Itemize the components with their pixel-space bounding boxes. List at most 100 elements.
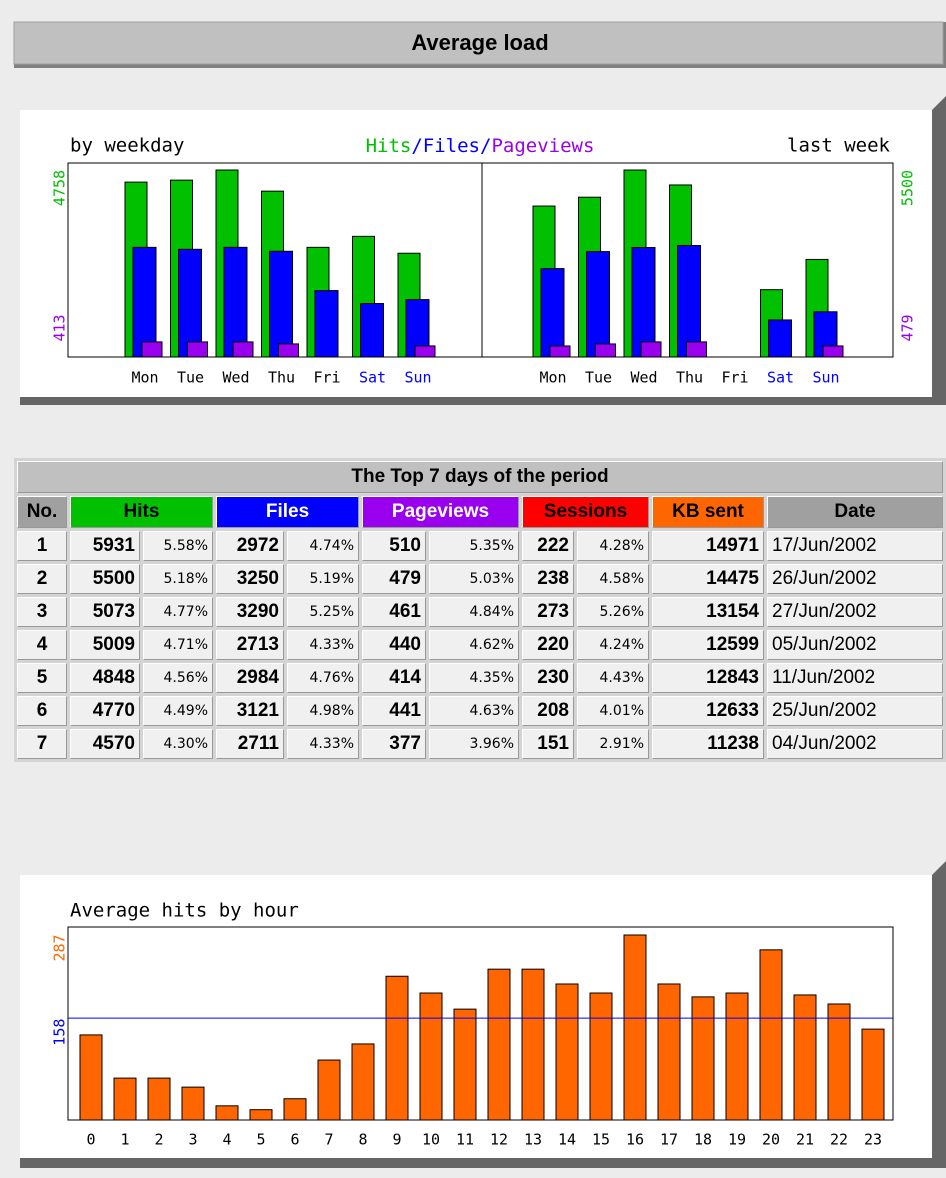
table-cell: 2.91% <box>577 729 649 759</box>
x-tick-label: 3 <box>188 1131 197 1149</box>
bar <box>759 949 783 1121</box>
table-cell: 5500 <box>70 564 140 594</box>
x-tick-label: 4 <box>222 1131 231 1149</box>
table-cell: 4570 <box>70 729 140 759</box>
bar <box>657 983 681 1121</box>
bar <box>147 1077 171 1121</box>
x-tick-label: 6 <box>290 1131 299 1149</box>
table-cell: 230 <box>522 663 574 693</box>
table-cell: 2713 <box>216 630 284 660</box>
bar <box>181 1086 205 1121</box>
table-cell: 414 <box>362 663 426 693</box>
table-cell: 13154 <box>652 597 764 627</box>
column-header: Pageviews <box>362 496 519 528</box>
x-tick-label: Sat <box>767 369 794 387</box>
table-cell: 12599 <box>652 630 764 660</box>
bar <box>113 1077 137 1121</box>
x-tick-label: 2 <box>154 1131 163 1149</box>
table-cell: 4.43% <box>577 663 649 693</box>
table-cell: 5.25% <box>287 597 359 627</box>
bar <box>827 1003 851 1121</box>
table-cell: 11/Jun/2002 <box>767 663 943 693</box>
bar <box>686 341 707 358</box>
y-bottom-label: 413 <box>51 314 69 341</box>
table-cell: 440 <box>362 630 426 660</box>
bar <box>793 994 817 1121</box>
table-cell: 7 <box>17 729 67 759</box>
table-cell: 11238 <box>652 729 764 759</box>
bar <box>640 341 662 358</box>
table-cell: 5.18% <box>143 564 213 594</box>
title-row: The Top 7 days of the period <box>17 461 943 493</box>
bar <box>317 1059 341 1121</box>
bar <box>215 1105 239 1121</box>
legend-separator: / <box>411 135 422 157</box>
table-cell: 5.03% <box>429 564 519 594</box>
column-header: No. <box>17 496 67 528</box>
bar <box>586 251 610 358</box>
column-header: KB sent <box>652 496 764 528</box>
legend-entry: Hits <box>366 135 412 157</box>
bar <box>223 246 248 358</box>
header-title: Average load <box>411 30 548 55</box>
header-row: No. Hits Files Pageviews Sessions KB sent Date <box>17 496 943 528</box>
table-cell: 479 <box>362 564 426 594</box>
x-tick-label: Thu <box>676 369 703 387</box>
table-cell: 4.33% <box>287 729 359 759</box>
table-cell: 5.19% <box>287 564 359 594</box>
x-tick-label: Fri <box>721 369 748 387</box>
table-cell: 2984 <box>216 663 284 693</box>
bar <box>861 1028 885 1121</box>
table-cell: 4.63% <box>429 696 519 726</box>
table-cell: 151 <box>522 729 574 759</box>
bar <box>269 250 293 358</box>
table-cell: 2 <box>17 564 67 594</box>
bar <box>314 290 339 358</box>
x-tick-label: 23 <box>864 1131 882 1149</box>
table-cell: 04/Jun/2002 <box>767 729 943 759</box>
column-header: Files <box>216 496 359 528</box>
table-row: 2 5500 5.18% 3250 5.19% 479 5.03% 238 4.58% 14475… <box>17 564 943 594</box>
x-tick-label: Sun <box>404 369 431 387</box>
table-cell: 441 <box>362 696 426 726</box>
bar <box>677 244 701 358</box>
top-days-table: The Top 7 days of the period No. Hits Files… <box>14 458 946 762</box>
average-label: 158 <box>51 1019 69 1046</box>
table-cell: 208 <box>522 696 574 726</box>
table-cell: 377 <box>362 729 426 759</box>
bar <box>691 996 715 1121</box>
x-tick-label: 19 <box>728 1131 746 1149</box>
legend-entry: Files <box>423 135 480 157</box>
plot-frame <box>67 926 894 1121</box>
table-cell: 14971 <box>652 531 764 561</box>
table-body: The Top 7 days of the period No. Hits Files… <box>17 461 943 759</box>
table-cell: 05/Jun/2002 <box>767 630 943 660</box>
x-tick-label: 16 <box>626 1131 644 1149</box>
bar <box>351 1043 375 1121</box>
table-cell: 5931 <box>70 531 140 561</box>
x-tick-label: 18 <box>694 1131 712 1149</box>
bar <box>631 247 656 358</box>
table-cell: 220 <box>522 630 574 660</box>
table-cell: 6 <box>17 696 67 726</box>
bar <box>453 1008 477 1121</box>
table-cell: 4.62% <box>429 630 519 660</box>
legend-separator: / <box>480 135 491 157</box>
bar <box>414 345 436 358</box>
x-tick-label: 5 <box>256 1131 265 1149</box>
table-cell: 12633 <box>652 696 764 726</box>
bar <box>623 934 647 1121</box>
x-tick-label: Sat <box>359 369 386 387</box>
bar <box>187 341 208 358</box>
table-cell: 4.30% <box>143 729 213 759</box>
table-cell: 4770 <box>70 696 140 726</box>
table-row: 4 5009 4.71% 2713 4.33% 440 4.62% 220 4.24% 12599… <box>17 630 943 660</box>
x-tick-label: Wed <box>630 369 657 387</box>
table-cell: 4.58% <box>577 564 649 594</box>
table-cell: 2711 <box>216 729 284 759</box>
bar <box>360 303 384 358</box>
table-cell: 4.98% <box>287 696 359 726</box>
bar <box>549 345 571 358</box>
